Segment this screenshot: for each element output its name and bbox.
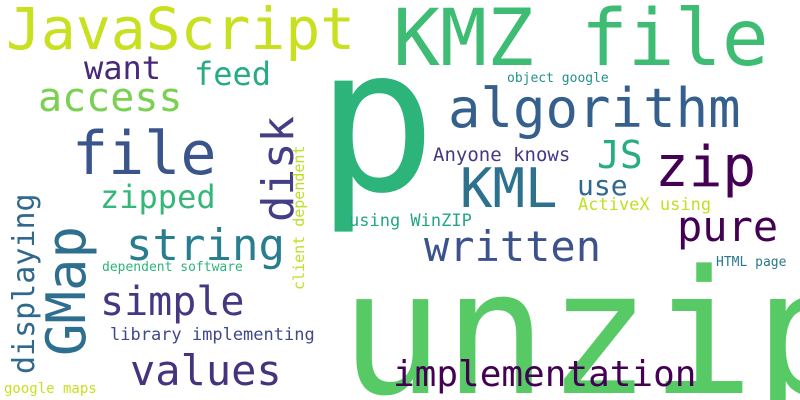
- word-dependent-software: dependent software: [102, 260, 243, 275]
- word-kml: KML: [460, 157, 558, 220]
- word-html-page: HTML page: [716, 255, 787, 270]
- word-object-google: object google: [507, 71, 609, 86]
- word-access: access: [38, 75, 183, 121]
- word-written: written: [424, 222, 602, 271]
- word-want: want: [84, 49, 162, 87]
- word-use: use: [577, 169, 628, 202]
- word-values: values: [130, 346, 282, 395]
- word-google-maps: google maps: [4, 381, 97, 397]
- word-js: JS: [597, 133, 643, 177]
- word-implementation: implementation: [393, 354, 697, 395]
- word-using-winzip: using WinZIP: [349, 211, 472, 231]
- word-algorithm: algorithm: [448, 77, 741, 140]
- word-simple: simple: [100, 279, 245, 325]
- word-gmap: GMap: [35, 225, 98, 356]
- word-zipped: zipped: [100, 178, 216, 216]
- word-client-dependent: client dependent: [290, 145, 308, 291]
- word-string: string: [126, 220, 285, 271]
- word-javascript: JavaScript: [6, 0, 356, 63]
- word-feed: feed: [194, 55, 272, 93]
- word-file: file: [72, 119, 217, 189]
- word-library-implementing: library implementing: [110, 325, 315, 345]
- word-kmz-file: KMZ file: [393, 0, 769, 84]
- word-p: p: [316, 5, 437, 238]
- word-zip: zip: [655, 135, 757, 200]
- word-anyone-knows: Anyone knows: [433, 144, 571, 166]
- word-activex-using: ActiveX using: [578, 195, 712, 215]
- word-displaying: displaying: [7, 193, 42, 374]
- word-pure: pure: [677, 202, 779, 251]
